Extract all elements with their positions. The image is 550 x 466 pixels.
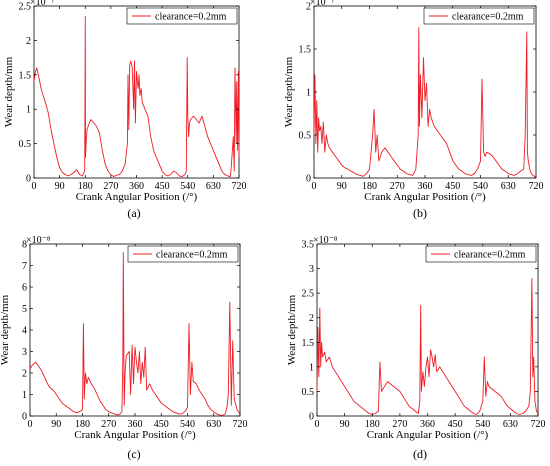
x-tick-label: 540 [475,419,490,430]
y-tick-label: 3.5 [302,240,315,251]
y-tick-label: 2.5 [302,289,315,300]
x-tick-label: 180 [75,419,90,430]
x-axis-label: Crank Angular Position (/°) [74,429,196,441]
y-tick-label: 3 [22,347,27,358]
y-tick-label: 2 [309,313,314,324]
x-tick-label: 360 [420,419,435,430]
x-tick-label: 90 [55,181,65,192]
y-tick-label: 0.5 [302,387,315,398]
x-tick-label: 0 [32,181,37,192]
y-axis-label: Wear depth/mm [0,294,11,365]
legend-label: clearance=0.2mm [452,12,524,23]
series-line [313,27,537,178]
x-tick-label: 720 [529,181,544,192]
y-tick-label: 8 [22,240,27,251]
y-tick-label: 1 [309,362,314,373]
x-tick-label: 360 [418,181,433,192]
y-tick-label: 0.5 [299,131,312,142]
x-tick-label: 180 [78,181,93,192]
y-scale-multiplier: ×10⁻⁸ [26,235,51,246]
y-tick-label: 2 [22,369,27,380]
y-tick-label: 2.5 [19,2,32,13]
y-tick-label: 1.5 [299,45,312,56]
legend-box [127,245,239,263]
y-tick-label: 6 [22,283,27,294]
legend-box [425,245,537,263]
chart-panel-b: 0 90 180 270 360 450 540 630 720 0 0.5 1 1.5 2 ×10⁻⁷ Cr… [283,0,544,220]
y-tick-label: 3 [309,264,314,275]
x-axis-label: Crank Angular Position (/°) [76,191,198,203]
y-axis-label: Wear depth/mm [286,294,298,365]
x-tick-label: 180 [362,181,377,192]
x-tick-label: 630 [503,419,518,430]
y-scale-multiplier: ×10⁻⁸ [313,235,338,246]
panel-caption: (b) [413,206,427,220]
panel-caption: (d) [413,447,427,461]
panel-caption: (c) [127,447,140,461]
legend-label: clearance=0.2mm [156,250,228,261]
x-tick-label: 450 [154,419,169,430]
y-tick-label: 1 [26,105,31,116]
x-tick-label: 90 [340,419,350,430]
chart-panel-a: 0 90 180 270 360 450 540 630 720 0 0.5 1 1.5 2 2.5 ×10⁻… [3,0,247,220]
y-scale-multiplier: ×10⁻⁷ [310,0,335,8]
series-line [29,252,241,416]
y-tick-label: 0 [26,174,31,185]
x-tick-label: 720 [233,419,248,430]
plot-frame [29,243,241,417]
x-tick-label: 450 [445,181,460,192]
x-tick-label: 540 [180,181,195,192]
series-line [316,277,539,415]
legend-box [423,7,535,25]
x-tick-label: 540 [473,181,488,192]
x-tick-label: 450 [448,419,463,430]
x-tick-label: 360 [128,419,143,430]
x-axis-label: Crank Angular Position (/°) [364,191,486,203]
y-tick-label: 5 [22,304,27,315]
chart-panel-d: 0 90 180 270 360 450 540 630 720 0 0.5 1 1.5 2 2.5 3 3.5… [286,235,546,461]
x-tick-label: 180 [365,419,380,430]
x-tick-label: 0 [28,419,33,430]
x-tick-label: 270 [103,181,118,192]
y-tick-label: 1 [306,88,311,99]
x-tick-label: 630 [206,419,221,430]
x-tick-label: 90 [337,181,347,192]
series-line [33,15,240,178]
y-scale-multiplier: ×10⁻⁷ [30,0,55,8]
y-tick-label: 0 [306,174,311,185]
y-tick-label: 2 [306,2,311,13]
y-tick-label: 1 [22,390,27,401]
x-axis-label: Crank Angular Position (/°) [367,429,489,441]
x-tick-label: 270 [392,419,407,430]
y-tick-label: 7 [22,261,27,272]
plot-frame [316,243,539,417]
x-tick-label: 720 [232,181,247,192]
x-tick-label: 450 [155,181,170,192]
y-tick-label: 1.5 [19,70,32,81]
y-tick-label: 4 [22,326,27,337]
y-axis-label: Wear depth/mm [283,56,295,127]
legend-box [126,7,238,25]
y-axis-label: Wear depth/mm [3,56,15,127]
legend-label: clearance=0.2mm [454,250,526,261]
y-tick-label: 0.5 [19,139,32,150]
x-tick-label: 0 [315,419,320,430]
chart-panel-c: 0 90 180 270 360 450 540 630 720 0 1 2 3 4 5 6 7 8 ×10⁻⁸ Cr… [0,235,248,461]
x-tick-label: 630 [206,181,221,192]
x-tick-label: 90 [51,419,61,430]
x-tick-label: 270 [390,181,405,192]
x-tick-label: 360 [129,181,144,192]
y-tick-label: 2 [26,36,31,47]
x-tick-label: 540 [180,419,195,430]
y-tick-label: 1.5 [302,338,315,349]
x-tick-label: 270 [101,419,116,430]
x-tick-label: 0 [312,181,317,192]
legend-label: clearance=0.2mm [155,12,227,23]
y-tick-label: 0 [22,412,27,423]
x-tick-label: 630 [501,181,516,192]
x-tick-label: 720 [531,419,546,430]
y-tick-label: 0 [309,412,314,423]
panel-caption: (a) [127,206,140,220]
